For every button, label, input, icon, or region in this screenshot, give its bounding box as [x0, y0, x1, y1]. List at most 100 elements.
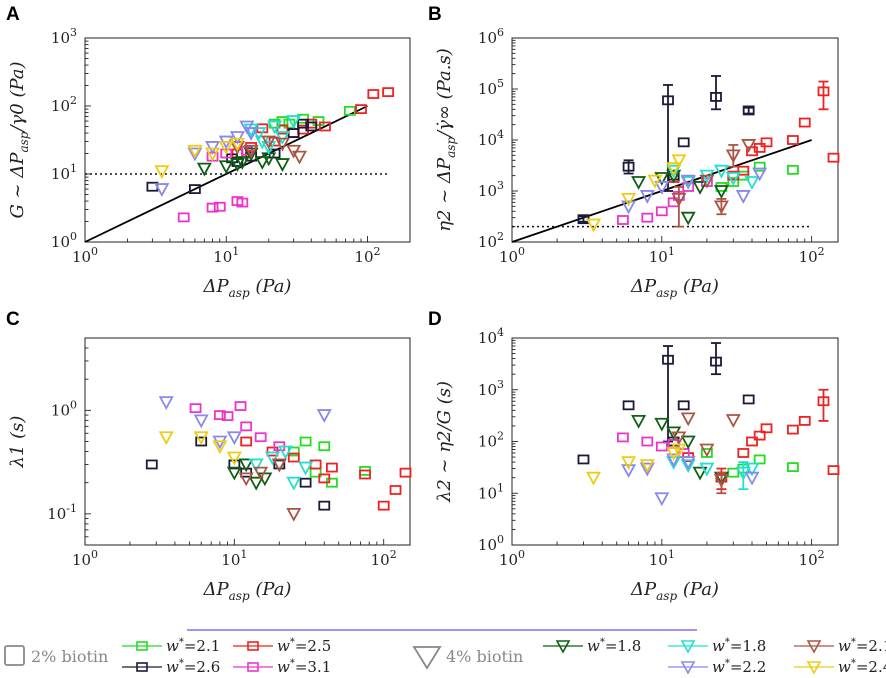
data-point-square	[213, 410, 226, 420]
data-point-triangle	[212, 440, 228, 455]
data-point-triangle	[286, 476, 302, 491]
data-point-square	[641, 212, 654, 223]
data-point-triangle	[680, 174, 696, 189]
legend-label: w*=3.1	[277, 658, 331, 676]
data-point-square	[727, 467, 740, 478]
legend-marker-triangle	[680, 661, 696, 675]
data-point-triangle	[680, 412, 696, 427]
data-point-triangle	[744, 471, 760, 486]
panel-label-b: B	[428, 4, 442, 25]
panel-label-a: A	[6, 4, 20, 25]
tick-label: 101	[221, 548, 247, 569]
data-point-square	[787, 135, 799, 145]
data-point-triangle	[274, 137, 290, 152]
legend-marker-square	[247, 662, 259, 672]
data-point-square	[746, 146, 758, 157]
data-point-triangle	[666, 164, 682, 179]
data-point-triangle	[239, 120, 255, 135]
data-point-triangle	[158, 396, 174, 411]
data-point-square	[287, 128, 300, 138]
tick-label: 100	[478, 533, 504, 554]
data-point-triangle	[154, 183, 170, 197]
data-point-triangle	[158, 431, 174, 446]
legend-marker-square	[136, 641, 148, 651]
data-point-triangle	[257, 472, 273, 487]
panel-label-c: C	[6, 309, 20, 330]
data-point-triangle	[277, 445, 294, 460]
data-point-square	[355, 104, 367, 115]
data-point-square	[236, 197, 249, 208]
data-point-square	[234, 401, 247, 411]
data-point-triangle	[699, 443, 715, 458]
tick-label: 100	[51, 230, 77, 251]
data-point-square	[662, 95, 674, 106]
tick-label: 100	[499, 548, 525, 569]
data-point-triangle	[725, 149, 741, 164]
data-point-triangle	[248, 476, 264, 491]
data-point-square	[254, 432, 267, 443]
data-point-triangle	[671, 443, 687, 458]
legend-label: w*=1.8	[712, 637, 766, 655]
data-point-triangle	[654, 417, 670, 432]
panel-d-plot: 100 101 102 100 101 102 103 104 ΔPasp (Pa) λ2 ~ η…	[434, 326, 840, 603]
tick-label: 101	[649, 548, 675, 569]
legend-group-4pct: 4% biotin	[446, 647, 523, 666]
data-point-triangle	[680, 211, 696, 226]
tick-label: 10-1	[47, 502, 77, 523]
tick-label: 102	[478, 230, 504, 251]
data-point-triangle	[271, 458, 287, 473]
y-axis-label: λ2 ~ η2/G (s)	[434, 381, 455, 503]
panel-a: A 100 101 102 100 101 102 103 ΔPasp (Pa) G ~ ΔPa…	[6, 4, 411, 300]
data-point-triangle	[187, 144, 203, 159]
data-point-triangle	[218, 160, 234, 175]
data-point-square	[617, 215, 629, 225]
legend-square-marker-icon	[4, 645, 25, 666]
data-point-square	[266, 446, 279, 457]
data-point-square	[577, 454, 590, 465]
data-point-square	[742, 105, 755, 116]
data-point-triangle	[713, 200, 729, 215]
data-point-square	[710, 92, 722, 102]
data-point-triangle	[234, 156, 250, 170]
data-point-square	[641, 436, 654, 447]
tick-label: 101	[649, 245, 675, 266]
legend-marker-triangle	[680, 640, 696, 654]
data-point-square	[382, 87, 395, 98]
data-point-triangle	[218, 141, 234, 155]
data-point-triangle	[699, 174, 715, 189]
legend-label: w*=2.1	[166, 637, 220, 655]
data-point-triangle	[251, 127, 267, 141]
data-point-triangle	[253, 466, 269, 481]
tick-label: 102	[371, 548, 397, 569]
legend-group-2pct: 2% biotin	[31, 647, 108, 666]
data-point-triangle	[298, 461, 314, 476]
tick-label: 101	[51, 162, 77, 183]
data-point-triangle	[248, 458, 264, 473]
data-point-triangle	[666, 447, 682, 461]
data-point-square	[817, 396, 830, 407]
data-point-square	[221, 411, 234, 421]
data-point-square	[827, 465, 840, 476]
data-point-triangle	[193, 414, 209, 429]
data-point-square	[177, 212, 190, 223]
data-point-square	[359, 469, 371, 480]
y-axis-label: G ~ ΔPasp/γ0 (Pa)	[7, 61, 31, 218]
data-point-triangle	[713, 185, 729, 199]
data-point-triangle	[671, 431, 687, 446]
data-point-square	[240, 145, 253, 156]
axes-frame	[84, 37, 411, 243]
data-point-square	[753, 430, 766, 441]
data-point-triangle	[631, 176, 647, 190]
tick-label: 104	[478, 128, 504, 149]
data-point-triangle	[699, 462, 715, 477]
data-point-square	[318, 500, 331, 511]
data-point-square	[367, 89, 380, 99]
data-point-square	[297, 118, 309, 129]
legend-marker-triangle	[806, 661, 822, 675]
data-point-triangle	[316, 409, 332, 423]
data-point-square	[742, 394, 755, 405]
data-point-square	[622, 161, 635, 172]
data-point-triangle	[205, 147, 221, 162]
data-point-square	[827, 152, 840, 163]
